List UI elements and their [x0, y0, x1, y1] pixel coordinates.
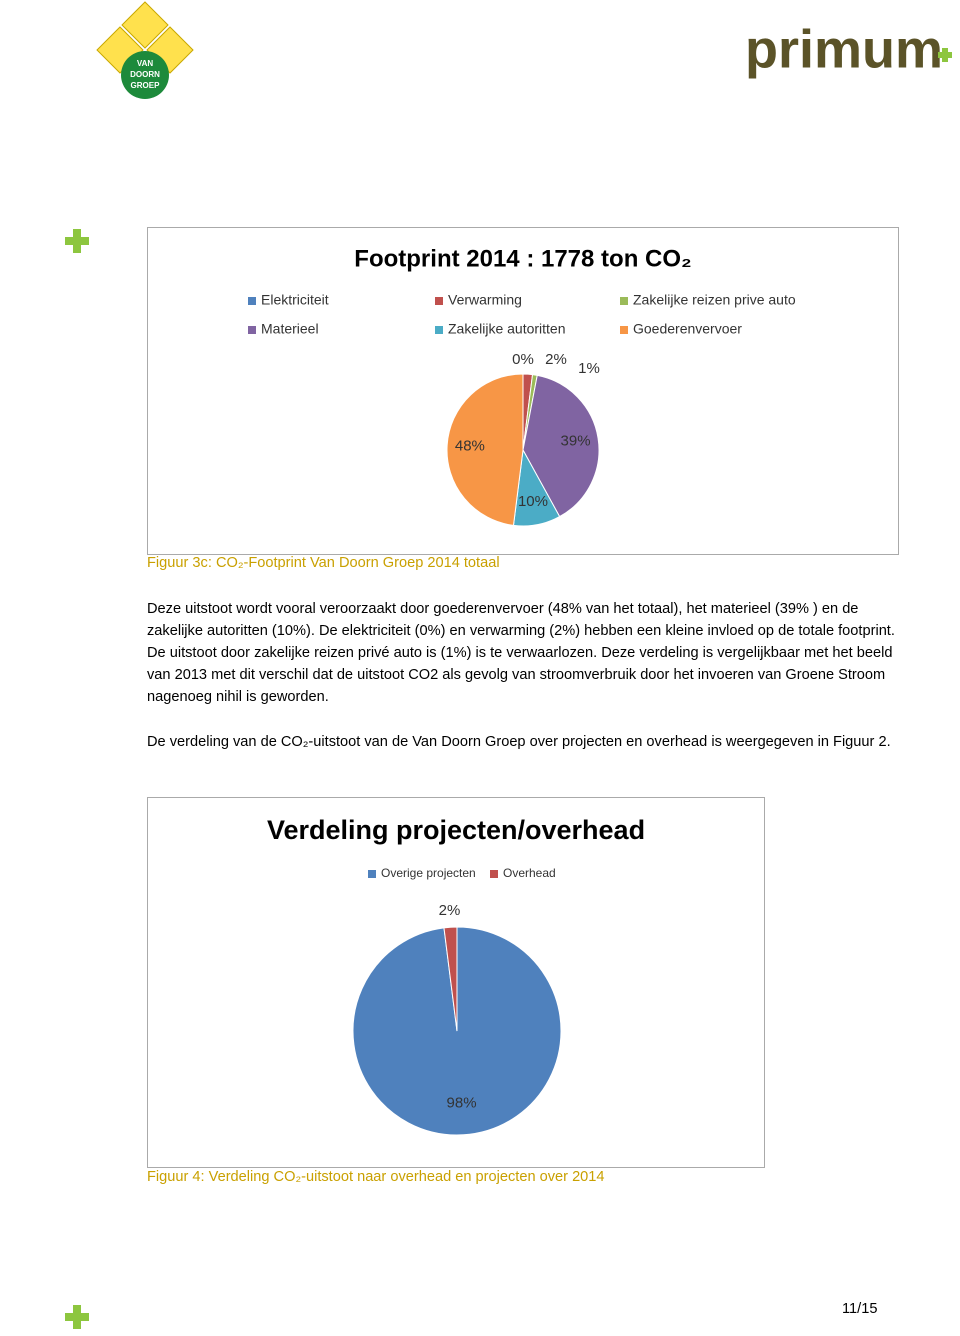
legend-label: Goederenvervoer [633, 321, 742, 337]
legend-swatch [620, 326, 628, 334]
legend-swatch [248, 297, 256, 305]
pie-slice [522, 374, 600, 518]
paragraph: Deze uitstoot wordt vooral veroorzaakt d… [147, 601, 895, 705]
legend-label: Materieel [261, 321, 319, 337]
logo-text: primum [745, 19, 943, 79]
plus-icon [65, 229, 89, 253]
left-logo: VAN DOORN GROEP [96, 1, 194, 99]
data-label: 10% [518, 493, 548, 510]
logo-text: DOORN [130, 70, 160, 79]
legend-label: Elektriciteit [261, 292, 329, 308]
legend-label: Verwarming [448, 292, 522, 308]
legend-swatch [435, 326, 443, 334]
caption: Figuur 3c: CO₂-Footprint Van Doorn Groep… [147, 555, 500, 571]
legend-label: Zakelijke reizen prive auto [633, 292, 796, 308]
logo-text: GROEP [131, 81, 161, 90]
plus-icon [65, 1305, 89, 1329]
right-logo: primum [745, 19, 952, 79]
page-number: 11/15 [842, 1301, 878, 1317]
pie-slice [443, 926, 458, 1032]
pie-chart: Verdeling projecten/overhead Overige proj… [147, 797, 765, 1168]
paragraph: De verdeling van de CO₂-uitstoot van de … [147, 734, 891, 750]
data-label: 39% [561, 433, 591, 450]
data-label: 2% [545, 351, 567, 368]
legend-swatch [435, 297, 443, 305]
legend-swatch [620, 297, 628, 305]
chart-title: Footprint 2014 : 1778 ton CO₂ [354, 245, 691, 272]
pie-chart: Footprint 2014 : 1778 ton CO₂ Elektricite… [147, 227, 899, 555]
legend-swatch [368, 870, 376, 878]
data-label: 48% [455, 438, 485, 455]
legend-swatch [490, 870, 498, 878]
legend-label: Overige projecten [381, 866, 476, 880]
legend-label: Zakelijke autoritten [448, 321, 566, 337]
legend-swatch [248, 326, 256, 334]
logo-text: VAN [137, 59, 154, 68]
data-label: 2% [439, 902, 461, 919]
data-label: 1% [578, 360, 600, 377]
legend-label: Overhead [503, 866, 556, 880]
chart-title: Verdeling projecten/overhead [267, 815, 645, 845]
pie-slice [446, 373, 524, 526]
caption: Figuur 4: Verdeling CO₂-uitstoot naar ov… [147, 1169, 605, 1185]
data-label: 0% [512, 351, 534, 368]
data-label: 98% [447, 1095, 477, 1112]
